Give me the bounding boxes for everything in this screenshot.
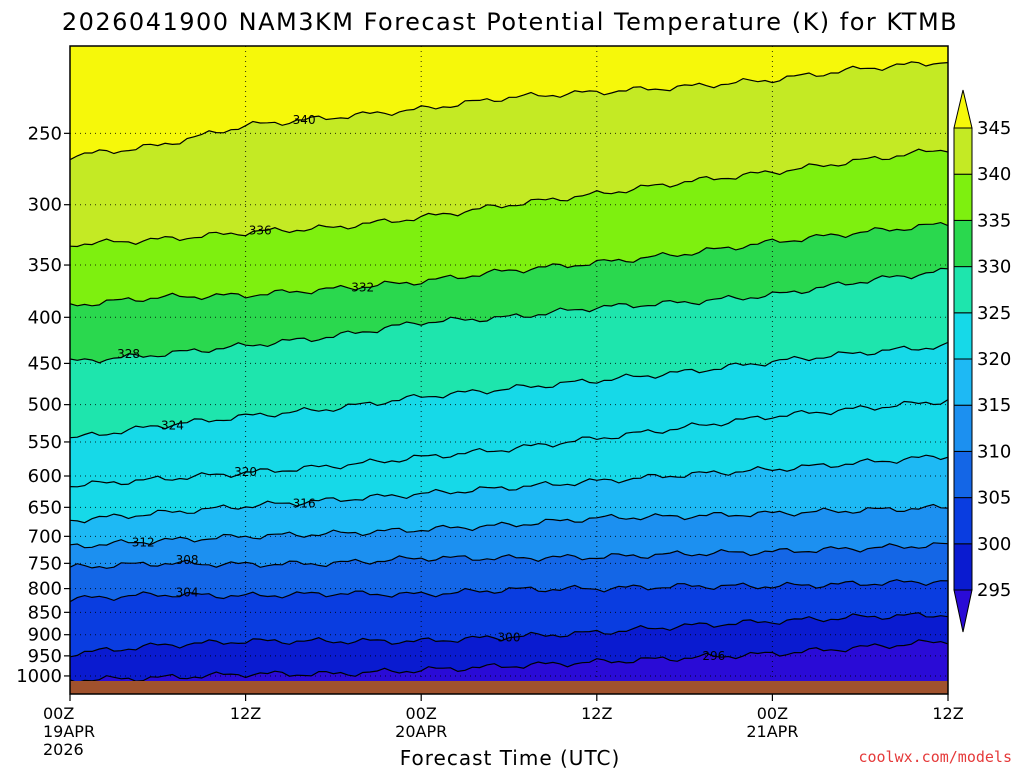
- colorbar-swatch: [953, 312, 973, 360]
- colorbar-label: 330: [977, 257, 1011, 278]
- fill-band: [70, 455, 948, 548]
- x-tick-label: 12Z: [230, 704, 261, 723]
- fill-band: [70, 222, 948, 363]
- y-axis: 2503003504004505005506006507007508008509…: [16, 123, 70, 687]
- x-tick-label: 21APR: [746, 722, 798, 741]
- colorbar-swatch: [953, 404, 973, 452]
- y-tick-label: 1000: [16, 666, 62, 687]
- contour-line: [70, 454, 948, 524]
- fill-band: [70, 342, 948, 487]
- contour-label: 340: [293, 113, 316, 127]
- colorbar-label: 320: [977, 349, 1011, 370]
- contour-line: [70, 61, 948, 161]
- contour-label: 328: [117, 347, 140, 361]
- y-tick-label: 650: [28, 497, 62, 518]
- x-tick-label: 00Z: [757, 704, 788, 723]
- fill-band: [70, 612, 948, 681]
- colorbar-swatch: [953, 266, 973, 314]
- colorbar-label: 340: [977, 164, 1011, 185]
- colorbar-label: 305: [977, 488, 1011, 509]
- x-tick-label: 2026: [43, 740, 84, 759]
- fill-band: [70, 61, 948, 247]
- contour-label: 312: [132, 536, 155, 550]
- contour-label: 308: [176, 553, 199, 567]
- x-tick-label: 12Z: [581, 704, 612, 723]
- contour-line: [70, 542, 948, 569]
- colorbar-label: 315: [977, 395, 1011, 416]
- colorbar-extend-low: [953, 589, 973, 633]
- contour-line: [70, 267, 948, 364]
- colorbar-label: 300: [977, 534, 1011, 555]
- y-tick-label: 350: [28, 255, 62, 276]
- colorbar-swatch: [953, 219, 973, 268]
- fill-band: [70, 149, 948, 306]
- contour-line: [70, 579, 948, 603]
- x-axis-title: Forecast Time (UTC): [400, 746, 621, 768]
- fill-band: [70, 579, 948, 657]
- colorbar-swatch: [953, 173, 973, 221]
- credit-text: coolwx.com/models: [858, 748, 1012, 766]
- y-tick-label: 250: [28, 123, 62, 144]
- colorbar-swatch: [953, 450, 973, 499]
- colorbar-swatch: [953, 358, 973, 406]
- contour-line: [70, 639, 948, 681]
- contour-label: 336: [249, 224, 272, 238]
- plot-frame: [69, 45, 949, 695]
- contour-label: 332: [351, 280, 374, 294]
- y-tick-label: 450: [28, 353, 62, 374]
- contour-line: [70, 221, 948, 307]
- colorbar-label: 335: [977, 210, 1011, 231]
- colorbar-swatch: [953, 127, 973, 175]
- contour-label: 304: [176, 586, 199, 600]
- y-tick-label: 850: [28, 602, 62, 623]
- contour-label: 300: [498, 631, 521, 645]
- x-tick-label: 12Z: [932, 704, 963, 723]
- x-tick-label: 20APR: [395, 722, 447, 741]
- y-tick-label: 800: [28, 579, 62, 600]
- y-tick-label: 700: [28, 526, 62, 547]
- ground-bar: [70, 681, 948, 694]
- fill-band: [70, 268, 948, 438]
- fill-band: [70, 46, 948, 160]
- colorbar-label: 310: [977, 441, 1011, 462]
- fill-band: [70, 399, 948, 523]
- y-tick-label: 500: [28, 395, 62, 416]
- colorbar-label: 345: [977, 118, 1011, 139]
- color-fill-bands: [70, 46, 948, 681]
- x-tick-label: 19APR: [43, 722, 95, 741]
- y-tick-label: 750: [28, 553, 62, 574]
- fill-band: [70, 542, 948, 602]
- colorbar-label: 325: [977, 303, 1011, 324]
- colorbar-extend-high: [953, 89, 973, 129]
- y-tick-label: 400: [28, 307, 62, 328]
- y-tick-label: 900: [28, 625, 62, 646]
- contour-line: [70, 503, 948, 549]
- contour-line: [70, 399, 948, 488]
- x-tick-label: 00Z: [43, 704, 74, 723]
- colorbar: 295 300 305 310 315 320 325 330 335 340 345: [953, 89, 1011, 633]
- colorbar-swatch: [953, 497, 973, 545]
- chart-title: 2026041900 NAM3KM Forecast Potential Tem…: [62, 8, 958, 36]
- y-tick-label: 550: [28, 432, 62, 453]
- contour-label: 320: [234, 465, 257, 479]
- contour-label: 316: [293, 497, 316, 511]
- contour-label: 324: [161, 419, 184, 433]
- contour-lines: [70, 61, 948, 681]
- y-tick-label: 600: [28, 466, 62, 487]
- colorbar-swatch: [953, 543, 973, 591]
- contour-labels: 296 300 304 308 312 316 320 324 328 332 336 340: [117, 113, 725, 663]
- contour-line: [70, 612, 948, 658]
- y-tick-label: 300: [28, 195, 62, 216]
- contour-label: 296: [702, 649, 725, 663]
- contour-line: [70, 148, 948, 248]
- x-tick-label: 00Z: [406, 704, 437, 723]
- fill-band: [70, 504, 948, 569]
- contour-line: [70, 341, 948, 439]
- y-tick-label: 950: [28, 646, 62, 667]
- colorbar-label: 295: [977, 580, 1011, 601]
